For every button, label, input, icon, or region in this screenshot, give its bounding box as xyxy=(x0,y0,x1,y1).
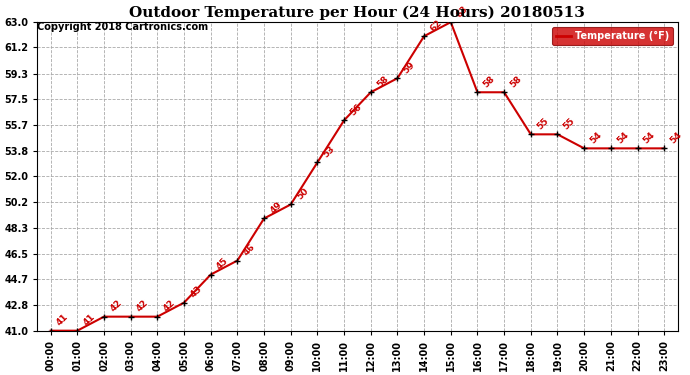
Text: 63: 63 xyxy=(455,4,470,20)
Text: 53: 53 xyxy=(322,144,337,160)
Text: 58: 58 xyxy=(509,74,524,90)
Legend: Temperature (°F): Temperature (°F) xyxy=(552,27,673,45)
Text: 54: 54 xyxy=(642,130,657,146)
Text: 62: 62 xyxy=(428,18,444,33)
Text: 58: 58 xyxy=(482,74,497,90)
Text: 41: 41 xyxy=(55,313,70,328)
Text: 46: 46 xyxy=(241,243,257,258)
Text: 59: 59 xyxy=(402,60,417,75)
Text: Copyright 2018 Cartronics.com: Copyright 2018 Cartronics.com xyxy=(37,22,208,32)
Text: 49: 49 xyxy=(268,200,284,216)
Text: 42: 42 xyxy=(135,298,150,314)
Text: 54: 54 xyxy=(589,130,604,146)
Text: 56: 56 xyxy=(348,102,364,117)
Text: 54: 54 xyxy=(615,130,630,146)
Title: Outdoor Temperature per Hour (24 Hours) 20180513: Outdoor Temperature per Hour (24 Hours) … xyxy=(130,5,585,20)
Text: 55: 55 xyxy=(535,116,550,132)
Text: 54: 54 xyxy=(669,130,684,146)
Text: 41: 41 xyxy=(81,313,97,328)
Text: 50: 50 xyxy=(295,187,310,202)
Text: 43: 43 xyxy=(188,285,204,300)
Text: 45: 45 xyxy=(215,256,230,272)
Text: 42: 42 xyxy=(161,298,177,314)
Text: 42: 42 xyxy=(108,298,124,314)
Text: 55: 55 xyxy=(562,116,577,132)
Text: 58: 58 xyxy=(375,74,390,90)
